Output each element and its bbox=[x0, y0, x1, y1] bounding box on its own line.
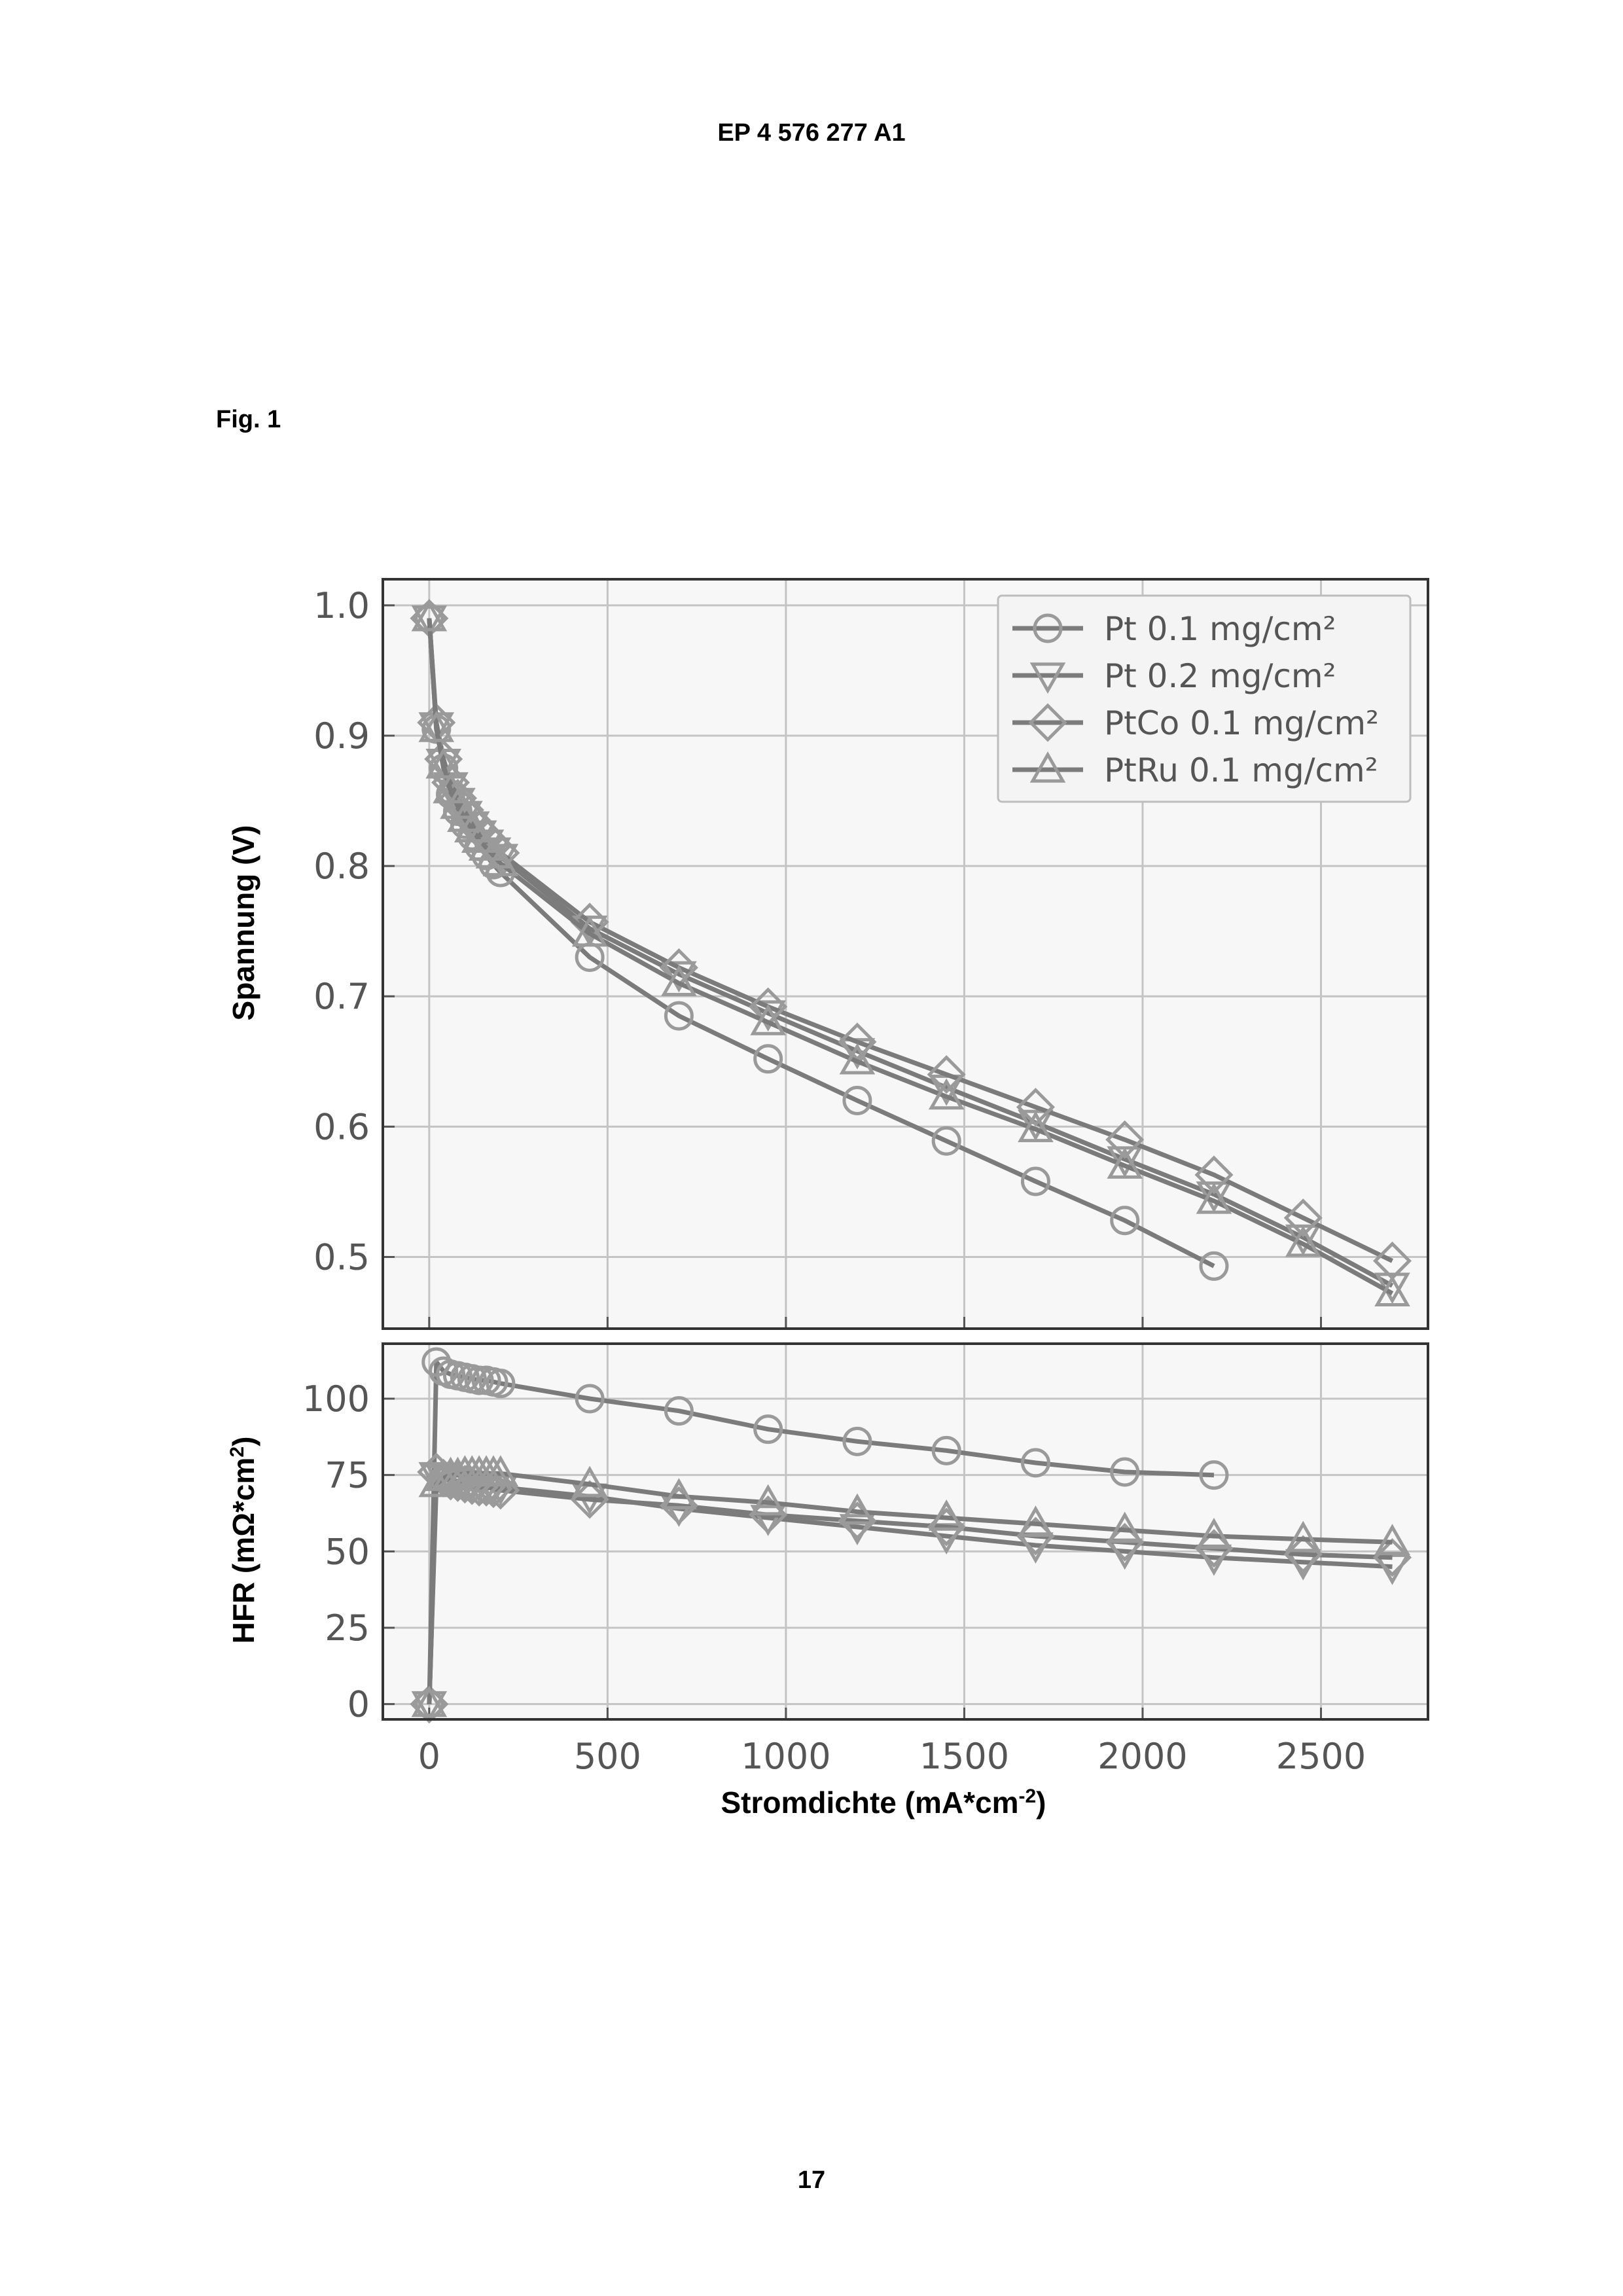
legend-entry: PtCo 0.1 mg/cm² bbox=[1104, 704, 1379, 742]
y-tick-label: 25 bbox=[325, 1607, 370, 1649]
hfr-axis-label-main: HFR (mΩ*cm bbox=[226, 1458, 260, 1644]
y-tick-label: 0.7 bbox=[313, 976, 370, 1017]
x-tick-label: 2000 bbox=[1097, 1736, 1187, 1777]
y-tick-label: 50 bbox=[325, 1531, 370, 1572]
x-tick-label: 0 bbox=[418, 1736, 440, 1777]
y-tick-label: 1.0 bbox=[313, 585, 370, 626]
y-tick-label: 0.8 bbox=[313, 846, 370, 887]
x-tick-label: 1500 bbox=[919, 1736, 1009, 1777]
y-tick-label: 0.6 bbox=[313, 1106, 370, 1147]
page-number: 17 bbox=[0, 2166, 1623, 2195]
y-tick-label: 75 bbox=[325, 1455, 370, 1496]
x-axis-label-main: Stromdichte (mA*cm bbox=[721, 1785, 1019, 1820]
current-density-axis-label: Stromdichte (mA*cm-2) bbox=[721, 1785, 1046, 1820]
y-tick-label: 0 bbox=[348, 1684, 370, 1725]
x-axis-label-tail: ) bbox=[1036, 1785, 1046, 1820]
legend-entry: PtRu 0.1 mg/cm² bbox=[1104, 751, 1378, 789]
x-axis-label-sup: -2 bbox=[1018, 1785, 1036, 1807]
hfr-axis-label-sup: 2 bbox=[226, 1446, 248, 1458]
x-tick-label: 2500 bbox=[1276, 1736, 1366, 1777]
hfr-axis-label: HFR (mΩ*cm2) bbox=[226, 1437, 261, 1644]
y-tick-label: 100 bbox=[302, 1378, 370, 1420]
x-tick-label: 500 bbox=[574, 1736, 641, 1777]
y-tick-label: 0.9 bbox=[313, 715, 370, 757]
legend-entry: Pt 0.2 mg/cm² bbox=[1104, 657, 1336, 695]
y-tick-label: 0.5 bbox=[313, 1236, 370, 1278]
hfr-axis-label-tail: ) bbox=[226, 1437, 260, 1446]
legend: Pt 0.1 mg/cm² Pt 0.2 mg/cm² PtCo 0.1 mg/cm… bbox=[998, 596, 1410, 802]
hfr-panel: 025507510005001000150020002500 bbox=[302, 1344, 1428, 1777]
legend-entry: Pt 0.1 mg/cm² bbox=[1104, 610, 1336, 648]
x-tick-label: 1000 bbox=[741, 1736, 830, 1777]
voltage-axis-label: Spannung (V) bbox=[226, 825, 260, 1021]
